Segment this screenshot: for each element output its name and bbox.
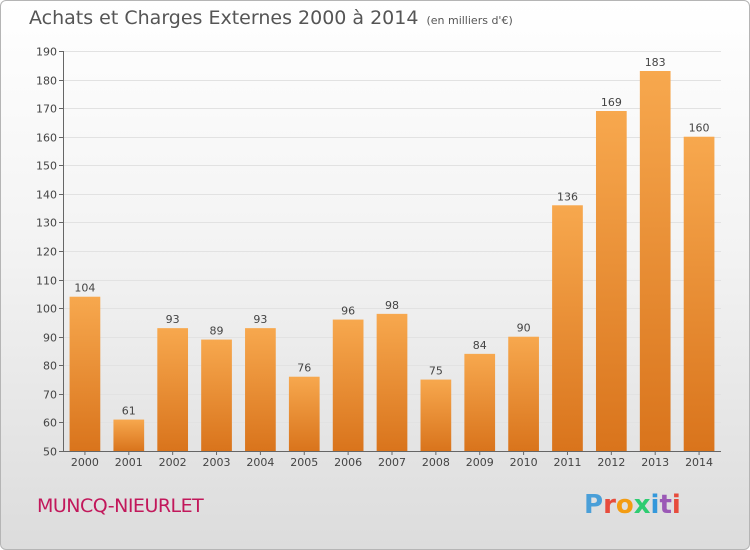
bar-2001 (113, 419, 145, 451)
x-tick-label: 2002 (159, 456, 187, 469)
data-label: 136 (557, 190, 578, 203)
bar-2006 (332, 319, 364, 451)
x-tick-label: 2011 (553, 456, 581, 469)
y-tick-label: 50 (43, 446, 57, 459)
data-label: 169 (601, 96, 622, 109)
axes: 50 60 70 80 90 100 110 120 130 140 150 160 170 180 190… (36, 46, 721, 469)
y-tick-label: 170 (36, 103, 57, 116)
data-label: 183 (645, 56, 666, 69)
logo-letter: i (650, 490, 660, 520)
x-tick-label: 2004 (246, 456, 274, 469)
logo-letter: x (633, 490, 651, 520)
y-tick-label: 80 (43, 360, 57, 373)
x-tick-label: 2003 (203, 456, 231, 469)
data-label: 104 (74, 282, 95, 295)
y-tick-label: 140 (36, 189, 57, 202)
y-tick-label: 190 (36, 46, 57, 59)
y-tick-label: 110 (36, 275, 57, 288)
bar-2014 (683, 136, 715, 451)
data-labels: 104 61 93 89 93 76 96 98 75 84 90 136 169 183 160 (74, 56, 709, 418)
bar-2005 (288, 376, 320, 451)
data-label: 98 (385, 299, 399, 312)
logo-letter: t (659, 490, 672, 520)
x-tick-label: 2014 (685, 456, 713, 469)
y-tick-label: 70 (43, 389, 57, 402)
x-tick-label: 2008 (422, 456, 450, 469)
logo-letter: o (615, 490, 634, 520)
y-tick-label: 90 (43, 332, 57, 345)
bar-2004 (245, 328, 276, 451)
data-label: 96 (341, 305, 355, 318)
x-tick-label: 2006 (334, 456, 362, 469)
x-tick-label: 2005 (290, 456, 318, 469)
logo-letter: i (671, 490, 681, 520)
y-tick-label: 60 (43, 417, 57, 430)
data-label: 76 (297, 362, 311, 375)
bar-2000 (69, 296, 101, 451)
data-label: 89 (210, 325, 224, 338)
data-label: 93 (166, 313, 180, 326)
x-tick-label: 2001 (115, 456, 143, 469)
y-tick-label: 160 (36, 132, 57, 145)
x-tick-label: 2013 (641, 456, 669, 469)
bars (69, 71, 715, 451)
proxiti-logo: Proxiti (584, 490, 681, 520)
town-name: MUNCQ-NIEURLET (37, 495, 204, 517)
bar-2007 (376, 313, 408, 451)
data-label: 90 (517, 322, 531, 335)
x-tick-label: 2010 (510, 456, 538, 469)
chart-subtitle: (en milliers d'€) (426, 14, 513, 27)
bar-2002 (157, 328, 189, 451)
data-label: 75 (429, 365, 443, 378)
bar-2009 (464, 353, 496, 451)
data-label: 160 (689, 122, 710, 135)
bar-2008 (420, 379, 452, 451)
bar-2003 (201, 339, 232, 451)
logo-letter: P (584, 490, 604, 520)
y-tick-label: 180 (36, 75, 57, 88)
bar-2010 (508, 336, 539, 451)
logo-letter: r (603, 490, 616, 520)
bar-2011 (552, 205, 583, 451)
data-label: 84 (473, 339, 487, 352)
title-block: Achats et Charges Externes 2000 à 2014 (e… (29, 7, 513, 29)
x-tick-label: 2009 (466, 456, 494, 469)
data-label: 93 (253, 313, 267, 326)
y-tick-label: 150 (36, 160, 57, 173)
y-tick-label: 130 (36, 217, 57, 230)
y-tick-label: 120 (36, 246, 57, 259)
x-tick-label: 2007 (378, 456, 406, 469)
bar-2013 (639, 71, 671, 451)
x-tick-label: 2000 (71, 456, 99, 469)
bar-2012 (595, 111, 627, 451)
data-label: 61 (122, 405, 136, 418)
chart-title: Achats et Charges Externes 2000 à 2014 (29, 7, 419, 29)
x-tick-label: 2012 (597, 456, 625, 469)
y-tick-label: 100 (36, 303, 57, 316)
